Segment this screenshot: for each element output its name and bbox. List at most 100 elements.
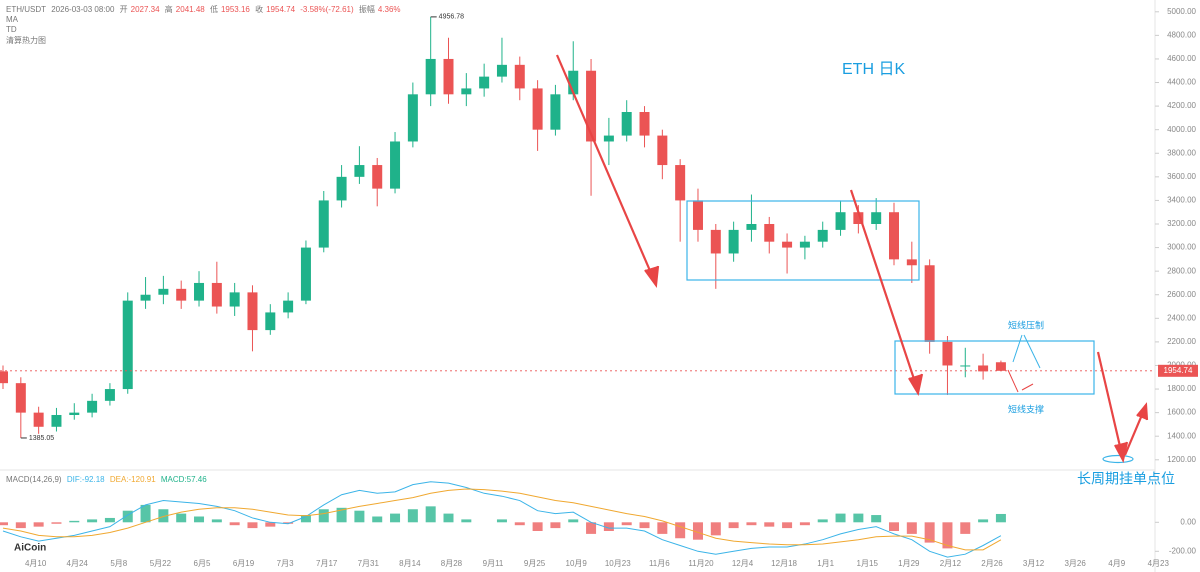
value: 1953.16 [220, 5, 250, 14]
x-tick-label: 9月25 [524, 559, 546, 568]
candle-body [15, 383, 26, 413]
x-tick-label: 3月12 [1023, 559, 1045, 568]
annotation: 短线支撑 [1008, 403, 1044, 414]
macd-bar [69, 520, 80, 523]
candle-body [496, 64, 507, 77]
candle-body [532, 88, 543, 130]
candle-body [176, 288, 187, 301]
label: 低 [209, 5, 218, 14]
macd-bar [692, 522, 703, 540]
candle-body [692, 200, 703, 230]
macd-bar [140, 504, 151, 523]
macd-line [2, 481, 1002, 558]
x-tick-label: 4月9 [1108, 559, 1125, 568]
x-tick-label: 2月26 [981, 559, 1003, 568]
indicator[interactable]: MA [6, 15, 18, 24]
annotation: 长周期挂单点位 [1077, 471, 1175, 487]
macd-bar [15, 522, 26, 529]
macd-bar [817, 519, 828, 523]
x-tick-label: 6月5 [194, 559, 211, 568]
macd-bar [764, 522, 775, 527]
candle-body [995, 362, 1006, 371]
x-tick-label: 12月4 [732, 559, 754, 568]
candle-body [461, 88, 472, 95]
x-tick-label: 12月18 [771, 559, 797, 568]
annotation: 短线压制 [1008, 319, 1044, 330]
x-tick-label: 7月17 [316, 559, 338, 568]
macd-bar [461, 519, 472, 523]
macd-bar [960, 522, 971, 534]
macd-bar [603, 522, 614, 531]
y-tick-label: 4800.00 [1167, 30, 1196, 39]
macd-bar [407, 509, 418, 523]
candle-body [782, 241, 793, 248]
legend-entry: DEA:-120.91 [109, 475, 156, 484]
candle-body [283, 300, 294, 313]
candle-body [372, 165, 383, 189]
candle-body [265, 312, 276, 331]
candle-body [443, 58, 454, 95]
indicator[interactable]: TD [6, 25, 17, 34]
high-label: 4956.78 [439, 14, 464, 21]
x-tick-label: 4月10 [25, 559, 47, 568]
y-tick-label: 3800.00 [1167, 148, 1196, 157]
candle-body [158, 288, 169, 295]
macd-bar [586, 522, 597, 534]
macd-bar [0, 522, 8, 526]
macd-bar [300, 515, 311, 523]
macd-panel: 0.00 -200.00 [0, 481, 1197, 558]
indicator[interactable]: 清算热力图 [6, 36, 46, 45]
candle-body [906, 259, 917, 266]
y-tick-label: 1200.00 [1167, 455, 1196, 464]
macd-bar [265, 522, 276, 527]
y-tick-label: 0.00 [1180, 517, 1196, 526]
candle-body [140, 294, 151, 301]
y-tick-label: 3000.00 [1167, 243, 1196, 252]
macd-bar [318, 509, 329, 523]
candle-body [194, 282, 205, 301]
candle-body [586, 70, 597, 142]
x-tick-label: 11月6 [649, 559, 670, 568]
candle-body [87, 400, 98, 413]
candle-body [229, 292, 240, 307]
candle-body [710, 229, 721, 254]
x-tick-label: 5月22 [150, 559, 172, 568]
candle-body [122, 300, 133, 390]
x-tick-label: 11月20 [688, 559, 714, 568]
macd-bar [247, 522, 258, 529]
y-tick-label: 2600.00 [1167, 290, 1196, 299]
label: 振幅 [358, 5, 375, 14]
macd-bar [568, 519, 579, 523]
x-tick-label: 1月29 [898, 559, 920, 568]
macd-bar [336, 507, 347, 523]
candle-body [211, 282, 222, 307]
macd-bar [390, 513, 401, 523]
x-tick-label: 1月1 [817, 559, 834, 568]
macd-bar [33, 522, 44, 527]
candle-body [639, 112, 650, 136]
macd-bar [550, 522, 561, 529]
value: 1954.74 [266, 5, 296, 14]
range-box [686, 200, 920, 281]
macd-line [2, 488, 1002, 551]
low-label: 1385.05 [29, 435, 54, 442]
candle-body [746, 224, 757, 230]
macd-bar [51, 522, 62, 524]
candle-body [853, 212, 864, 224]
candle-body [835, 212, 846, 230]
macd-bar [176, 513, 187, 523]
value: -3.58%(-72.61) [300, 5, 354, 14]
macd-bar [871, 515, 882, 523]
candle-body [871, 212, 882, 224]
macd-bar [853, 513, 864, 523]
range-box [894, 340, 1095, 395]
candle-body [675, 165, 686, 201]
y-tick-label: 5000.00 [1167, 7, 1196, 16]
brand: AiCoin [14, 543, 46, 554]
candle-body [924, 265, 935, 342]
x-tick-label: 8月14 [399, 559, 421, 568]
macd-bar [532, 522, 543, 531]
legend-entry: MACD:57.46 [160, 475, 207, 484]
candle-body [889, 212, 899, 260]
candle-body [568, 70, 579, 95]
